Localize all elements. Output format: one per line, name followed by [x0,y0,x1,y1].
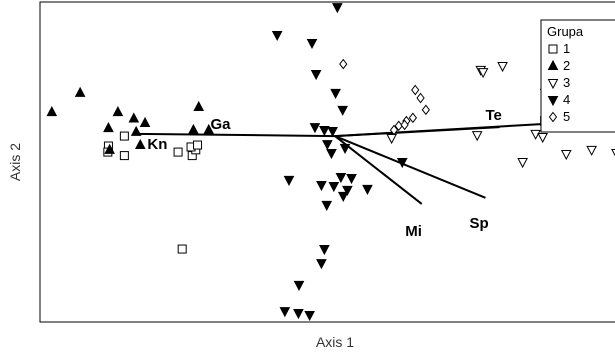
point-group-5 [416,92,425,104]
point-group-1 [119,131,129,141]
point-group-5 [408,112,418,124]
legend-items: 1 2 3 4 5 [547,41,570,124]
vector-ga [135,132,336,138]
point-group-4 [316,259,327,270]
point-group-4 [326,149,337,160]
point-group-3 [560,150,572,161]
legend-label-5: 5 [563,109,570,124]
point-group-4 [319,126,330,137]
point-group-1 [193,140,203,150]
point-layer [46,3,615,322]
point-group-4 [327,126,338,138]
legend-label-3: 3 [563,75,570,90]
point-group-2 [203,123,215,134]
point-group-5 [339,58,348,70]
point-group-4 [330,88,341,99]
point-group-2 [139,116,151,127]
plot-frame [39,1,615,323]
vector-label-mi: Mi [405,223,422,240]
point-group-2 [112,106,124,117]
point-group-4 [362,184,373,195]
point-group-2 [103,122,114,133]
point-group-5 [411,84,420,96]
legend-label-2: 2 [563,58,570,73]
point-group-4 [316,181,327,192]
point-group-4 [339,143,351,154]
point-group-4 [304,310,315,322]
vector-label-kn: Kn [147,136,167,153]
vector-label-sp: Sp [470,215,489,232]
point-group-4 [293,280,305,291]
legend-label-4: 4 [563,92,570,107]
point-group-4 [321,140,333,151]
point-group-2 [46,106,58,117]
legend-marker-3 [547,79,559,90]
point-group-4 [283,175,295,186]
legend-marker-5 [548,111,558,123]
vector-re [334,121,579,138]
point-group-2 [130,125,142,136]
vector-label-te: Te [485,107,501,124]
point-group-4 [309,123,321,134]
point-group-4 [319,245,330,256]
point-group-1 [173,147,183,157]
point-group-5 [421,104,430,116]
vector-label-ga: Ga [211,116,232,133]
point-group-4 [346,174,357,185]
point-group-4 [279,307,291,318]
point-group-1 [119,151,129,161]
point-group-5 [400,119,409,131]
point-group-4 [332,3,343,14]
point-group-4 [306,38,318,50]
point-group-4 [396,158,408,169]
vector-mi [334,135,423,205]
point-group-2 [188,123,199,134]
point-group-4 [337,105,349,116]
point-group-4 [337,191,349,202]
legend-title: Grupa [547,24,584,39]
point-group-3 [517,158,528,169]
point-group-3 [537,133,549,144]
legend-marker-1 [548,44,558,54]
point-group-4 [310,70,322,81]
point-group-5 [389,124,399,136]
point-group-2 [128,112,140,123]
y-axis-title: Axis 2 [7,143,23,181]
legend: Grupa 1 2 3 4 5 [540,19,615,133]
point-group-3 [530,129,541,140]
point-group-4 [328,182,340,193]
point-group-2 [104,143,115,154]
point-group-2 [134,138,146,150]
point-group-2 [74,86,86,97]
vector-layer [135,121,579,205]
point-group-4 [335,173,347,184]
legend-marker-4 [547,96,559,107]
point-group-3 [497,62,508,73]
point-group-4 [271,30,283,42]
point-group-1 [177,244,187,254]
point-group-3 [611,149,615,157]
point-group-3 [386,134,397,145]
point-group-4 [342,185,353,196]
legend-label-1: 1 [563,41,570,56]
x-axis-title: Axis 1 [316,334,354,350]
point-group-2 [193,100,205,111]
point-group-4 [293,309,304,320]
vector-sp [334,135,486,199]
point-group-3 [586,145,597,156]
point-group-4 [321,200,333,211]
point-group-3 [471,131,483,142]
legend-marker-2 [547,59,559,70]
point-group-3 [477,68,489,79]
